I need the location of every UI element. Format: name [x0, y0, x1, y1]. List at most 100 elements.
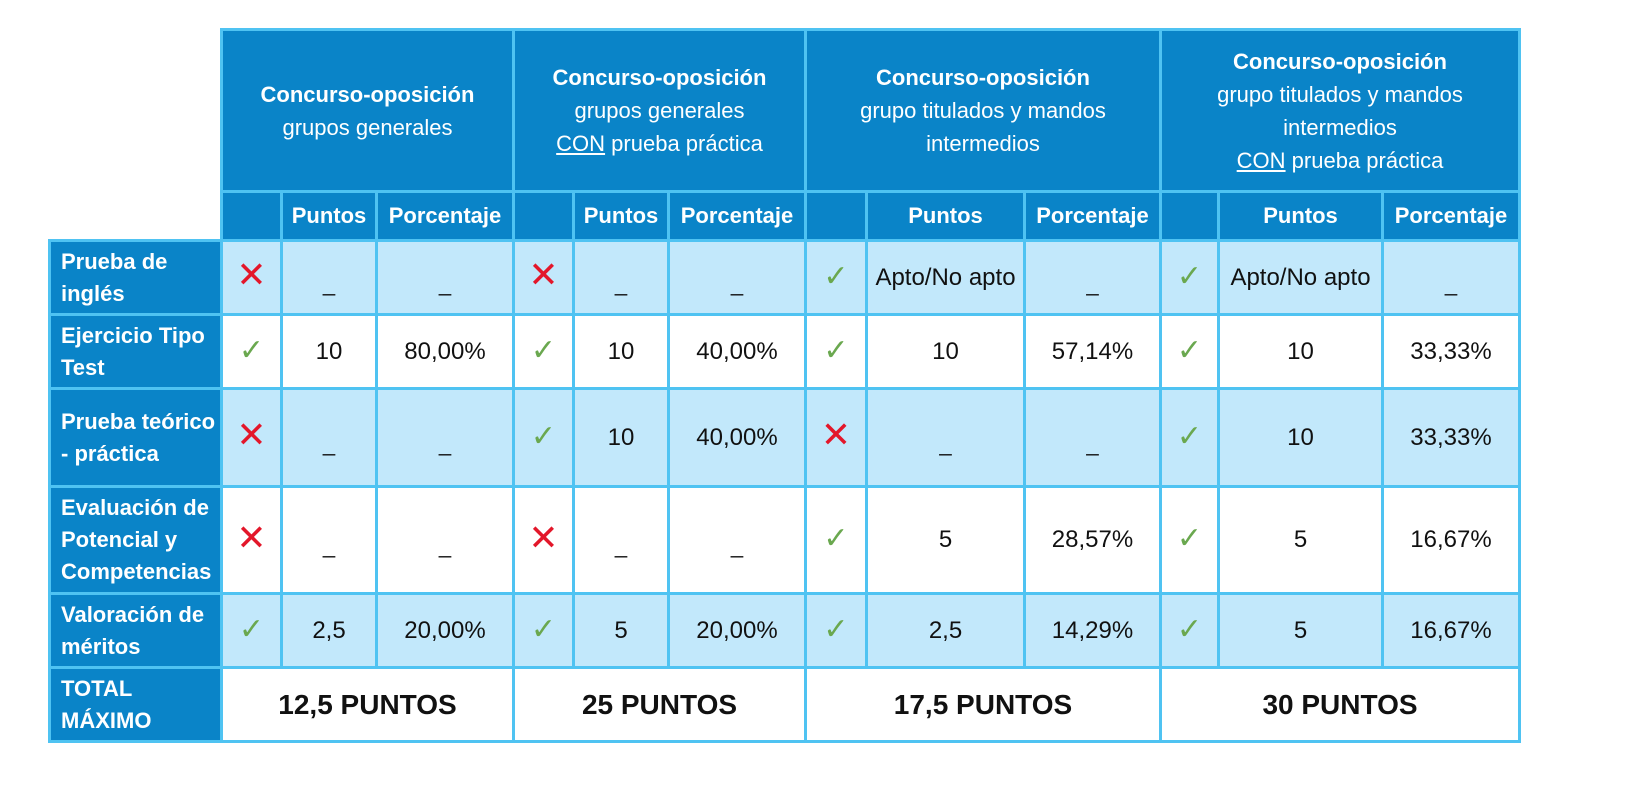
percent-cell: 20,00%: [375, 592, 515, 669]
points-cell: _: [280, 387, 378, 488]
points-cell: 5: [1217, 485, 1384, 595]
row-label: Ejercicio Tipo Test: [48, 313, 223, 390]
percent-cell: _: [667, 485, 807, 595]
percent-value: 33,33%: [1410, 337, 1492, 365]
percent-value: _: [1086, 270, 1099, 296]
percent-column-header: Porcentaje: [375, 190, 515, 242]
points-cell: 2,5: [865, 592, 1026, 669]
percent-value: _: [1444, 270, 1458, 296]
points-value: _: [322, 533, 336, 558]
points-column-header: Puntos: [865, 190, 1026, 242]
check-icon: ✓: [1159, 485, 1220, 595]
corner-blank: [49, 29, 222, 192]
check-mark: ✓: [238, 333, 265, 367]
check-mark: ✓: [238, 612, 265, 646]
points-cell: _: [280, 239, 378, 316]
points-value: 5: [1293, 526, 1308, 553]
points-cell: 5: [865, 485, 1026, 595]
group-subtitle: grupo titulados y mandos intermedios: [1217, 81, 1463, 140]
points-cell: _: [572, 239, 670, 316]
points-value: 2,5: [928, 616, 963, 644]
percent-cell: 28,57%: [1023, 485, 1162, 595]
points-cell: 2,5: [280, 592, 378, 669]
points-value: 10: [932, 337, 959, 365]
check-icon: ✓: [220, 313, 283, 390]
check-icon: ✓: [220, 592, 283, 669]
group-title: Concurso-oposición: [552, 65, 767, 90]
cross-mark: ✕: [236, 516, 267, 558]
percent-value: _: [438, 270, 452, 296]
check-icon: ✓: [804, 239, 868, 316]
points-column-header: Puntos: [572, 190, 670, 242]
percent-cell: 14,29%: [1023, 592, 1162, 669]
group-subtitle: grupos generales: [282, 114, 453, 140]
check-mark: ✓: [823, 259, 849, 293]
points-value: 10: [1287, 337, 1314, 365]
check-mark: ✓: [1176, 419, 1203, 453]
points-cell: _: [865, 387, 1026, 488]
check-mark: ✓: [823, 522, 849, 555]
points-value: 5: [1293, 616, 1308, 644]
points-cell: 10: [572, 313, 670, 390]
con-underlined-text: CON: [556, 131, 606, 156]
points-cell: 10: [572, 387, 670, 488]
percent-cell: _: [667, 239, 807, 316]
percent-value: _: [438, 533, 452, 558]
check-icon: ✓: [1159, 239, 1220, 316]
check-mark: ✓: [530, 612, 557, 646]
points-value: _: [614, 533, 628, 558]
percent-value: 40,00%: [696, 423, 778, 451]
table-row: Valoración de méritos ✓ 2,5 20,00% ✓ 5 20,00% ✓…: [48, 592, 1521, 669]
check-icon: ✓: [512, 387, 575, 488]
group-header-row: Concurso-oposición grupos generales Concur…: [49, 28, 1521, 193]
points-value: _: [322, 430, 336, 456]
percent-column-header: Porcentaje: [1381, 190, 1521, 242]
mark-column-header: [512, 190, 575, 242]
table-row: Ejercicio Tipo Test ✓ 10 80,00% ✓ 10 40,00% ✓ 10…: [48, 313, 1521, 390]
percent-value: 40,00%: [696, 337, 778, 365]
practical-text: prueba práctica: [1285, 147, 1444, 173]
cross-mark: ✕: [820, 414, 852, 455]
points-value: Apto/No apto: [875, 263, 1016, 291]
check-mark: ✓: [530, 333, 557, 367]
check-icon: ✓: [512, 313, 575, 390]
percent-cell: _: [375, 387, 515, 488]
percent-cell: 40,00%: [667, 313, 807, 390]
practical-text: prueba práctica: [605, 131, 763, 156]
points-cell: _: [572, 485, 670, 595]
points-cell: 5: [1217, 592, 1384, 669]
cross-mark: ✕: [236, 254, 267, 295]
corner-blank-2: [49, 191, 222, 241]
percent-value: _: [1086, 430, 1099, 456]
check-icon: ✓: [1159, 313, 1220, 390]
cross-icon: ✕: [512, 239, 575, 316]
percent-cell: 20,00%: [667, 592, 807, 669]
row-label: Prueba de inglés: [48, 239, 223, 316]
group-practical-line: CON prueba práctica: [515, 127, 804, 160]
check-mark: ✓: [530, 419, 557, 453]
check-icon: ✓: [1159, 387, 1220, 488]
cross-icon: ✕: [220, 239, 283, 316]
points-cell: Apto/No apto: [1217, 239, 1384, 316]
points-value: 10: [607, 337, 635, 365]
column-header-row: Puntos Porcentaje Puntos Porcentaje Puntos Po…: [49, 190, 1521, 242]
check-mark: ✓: [1176, 522, 1203, 555]
percent-cell: _: [375, 485, 515, 595]
check-mark: ✓: [1176, 333, 1203, 367]
percent-value: 16,67%: [1410, 526, 1492, 553]
check-icon: ✓: [804, 592, 868, 669]
points-value: Apto/No apto: [1230, 263, 1371, 291]
percent-value: 20,00%: [404, 616, 486, 644]
table-row: Prueba de inglés ✕ _ _ ✕ _ _ ✓ Apto/No apto _ ✓ Apt…: [48, 239, 1521, 316]
total-label: TOTAL MÁXIMO: [48, 666, 223, 743]
group-header-1: Concurso-oposición grupos generales: [220, 28, 515, 193]
check-icon: ✓: [1159, 592, 1220, 669]
group-title: Concurso-oposición: [260, 81, 475, 107]
total-value: 17,5 PUNTOS: [804, 666, 1162, 743]
check-mark: ✓: [823, 612, 849, 646]
points-value: 10: [315, 337, 343, 365]
percent-column-header: Porcentaje: [667, 190, 807, 242]
total-value: 25 PUNTOS: [512, 666, 807, 743]
percent-value: 14,29%: [1051, 616, 1134, 644]
check-mark: ✓: [1176, 612, 1203, 646]
